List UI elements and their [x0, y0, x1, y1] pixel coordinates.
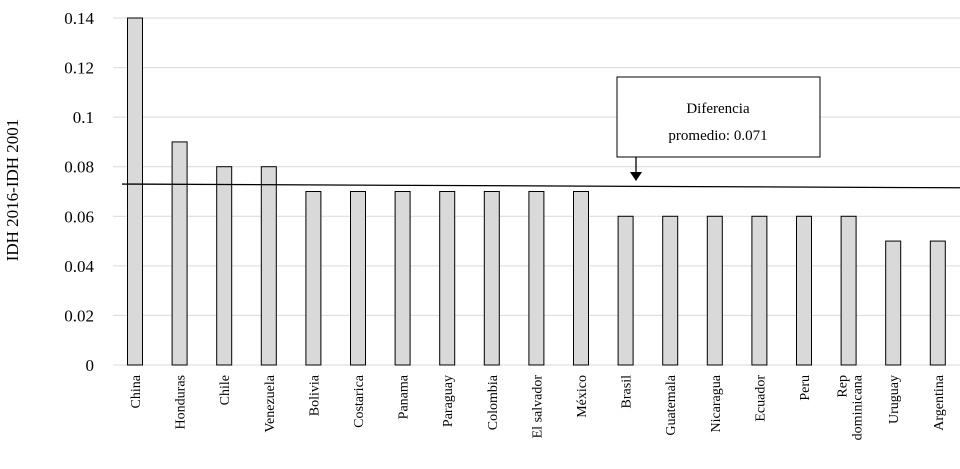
- x-tick-label: Guatemala: [664, 374, 679, 435]
- bar: [483, 191, 500, 366]
- bar: [796, 215, 812, 366]
- y-tick-label: 0: [86, 356, 95, 375]
- bar: [127, 17, 143, 366]
- annotation-arrow-head: [630, 172, 642, 181]
- bar: [216, 166, 233, 366]
- bar: [394, 191, 411, 366]
- y-axis: 0 0.02 0.04 0.06 0.08 0.1 0.12 0.14: [64, 9, 94, 375]
- x-tick-label: Peru: [798, 375, 813, 401]
- y-axis-label: IDH 2016-IDH 2001: [3, 119, 22, 262]
- x-tick-label: Brasil: [620, 375, 635, 409]
- x-tick-label: El salvador: [530, 375, 545, 439]
- y-tick-label: 0.02: [64, 306, 94, 325]
- y-tick-label: 0.08: [64, 158, 94, 177]
- y-tick-label: 0.14: [64, 9, 94, 28]
- x-tick-label: dominicana: [851, 374, 866, 440]
- x-tick-label: Rep: [836, 375, 851, 398]
- bar: [885, 240, 902, 366]
- y-tick-label: 0.06: [64, 207, 94, 226]
- annotation-box: Diferencia promedio: 0.071: [616, 76, 821, 181]
- annotation-line-2: promedio: 0.071: [668, 128, 767, 144]
- bar: [171, 141, 188, 366]
- bar: [350, 191, 366, 366]
- y-tick-label: 0.12: [64, 59, 94, 78]
- annotation-line-1: Diferencia: [686, 101, 750, 117]
- x-tick-labels: China Honduras Chile Venezuela Bolivia Costar…: [129, 374, 947, 440]
- bar: [929, 240, 946, 366]
- y-tick-label: 0.04: [64, 257, 94, 276]
- bar: [706, 215, 723, 366]
- x-tick-label: Colombia: [486, 374, 501, 430]
- x-tick-label: Honduras: [174, 375, 189, 429]
- x-tick-label: Nicaragua: [709, 374, 724, 432]
- bar: [528, 191, 545, 366]
- x-tick-label: Paraguay: [441, 375, 456, 427]
- x-tick-label: Panama: [397, 374, 412, 419]
- x-tick-label: Venezuela: [263, 374, 278, 432]
- x-tick-label: Chile: [218, 375, 233, 405]
- bar: [662, 215, 679, 366]
- y-tick-label: 0.1: [73, 108, 94, 127]
- trend-line: [121, 183, 960, 189]
- bar: [573, 191, 589, 366]
- x-tick-label: México: [575, 375, 590, 418]
- bar: [751, 215, 768, 366]
- bars: [127, 17, 946, 366]
- bar: [617, 215, 634, 366]
- bar: [439, 191, 456, 366]
- x-tick-label: Uruguay: [887, 375, 902, 424]
- x-tick-label: China: [129, 374, 144, 408]
- bar: [305, 191, 322, 366]
- x-tick-label: Ecuador: [753, 375, 768, 422]
- bar: [260, 166, 277, 366]
- x-tick-label: Argentina: [932, 374, 947, 431]
- bar: [840, 215, 857, 366]
- x-tick-label: Bolivia: [307, 374, 322, 416]
- x-tick-label: Costarica: [352, 374, 367, 428]
